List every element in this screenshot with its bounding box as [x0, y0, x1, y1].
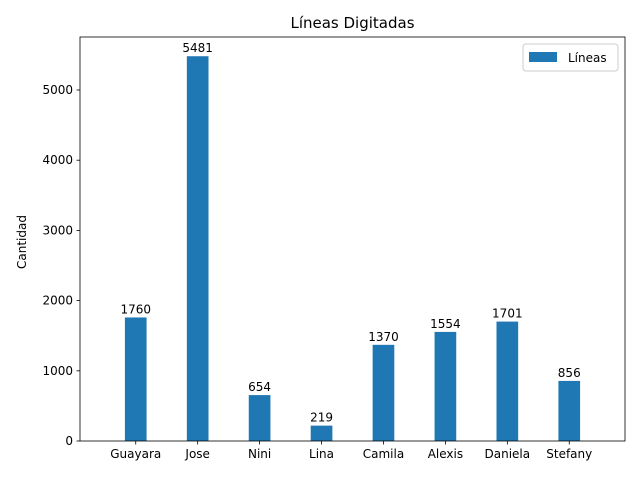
data-labels-layer: 1760 5481 654 219 1370 1554 1701 856 — [120, 41, 580, 424]
x-tick-label-daniela: Daniela — [485, 447, 531, 461]
axes-layer: 0 1000 2000 3000 4000 5000 Guayara Jose Nini Lina… — [42, 36, 626, 461]
data-label-stefany: 856 — [558, 366, 581, 380]
y-tick-label: 1000 — [42, 364, 73, 378]
bar-camila — [372, 344, 395, 441]
y-tick-label: 4000 — [42, 153, 73, 167]
bar-jose — [186, 56, 209, 442]
data-label-nini: 654 — [248, 380, 271, 394]
x-tick-label-jose: Jose — [184, 447, 210, 461]
data-label-lina: 219 — [310, 411, 333, 425]
y-tick-label: 5000 — [42, 83, 73, 97]
bar-alexis — [434, 331, 457, 441]
bar-guayara — [124, 317, 147, 441]
bar-nini — [248, 395, 271, 441]
bar-stefany — [558, 380, 581, 441]
plot-frame — [79, 36, 626, 442]
bars-layer — [124, 56, 581, 442]
x-tick-label-nini: Nini — [248, 447, 271, 461]
legend-swatch — [529, 52, 557, 62]
x-tick-label-guayara: Guayara — [110, 447, 161, 461]
y-tick-label: 3000 — [42, 223, 73, 237]
y-tick-label: 2000 — [42, 294, 73, 308]
data-label-daniela: 1701 — [492, 307, 523, 321]
legend-frame — [522, 43, 619, 72]
x-tick-label-camila: Camila — [363, 447, 404, 461]
x-tick-label-stefany: Stefany — [546, 447, 592, 461]
y-tick-label: 0 — [65, 434, 73, 448]
chart-title: Líneas Digitadas — [290, 14, 414, 32]
legend-label: Líneas — [568, 51, 607, 65]
y-axis-label: Cantidad — [15, 215, 29, 269]
legend: Líneas — [522, 43, 619, 72]
bar-lina — [310, 425, 333, 441]
x-tick-label-lina: Lina — [309, 447, 334, 461]
data-label-alexis: 1554 — [430, 317, 461, 331]
data-label-jose: 5481 — [182, 41, 213, 55]
data-label-camila: 1370 — [368, 330, 399, 344]
data-label-guayara: 1760 — [120, 302, 151, 316]
bar-daniela — [496, 321, 519, 441]
x-tick-label-alexis: Alexis — [428, 447, 463, 461]
